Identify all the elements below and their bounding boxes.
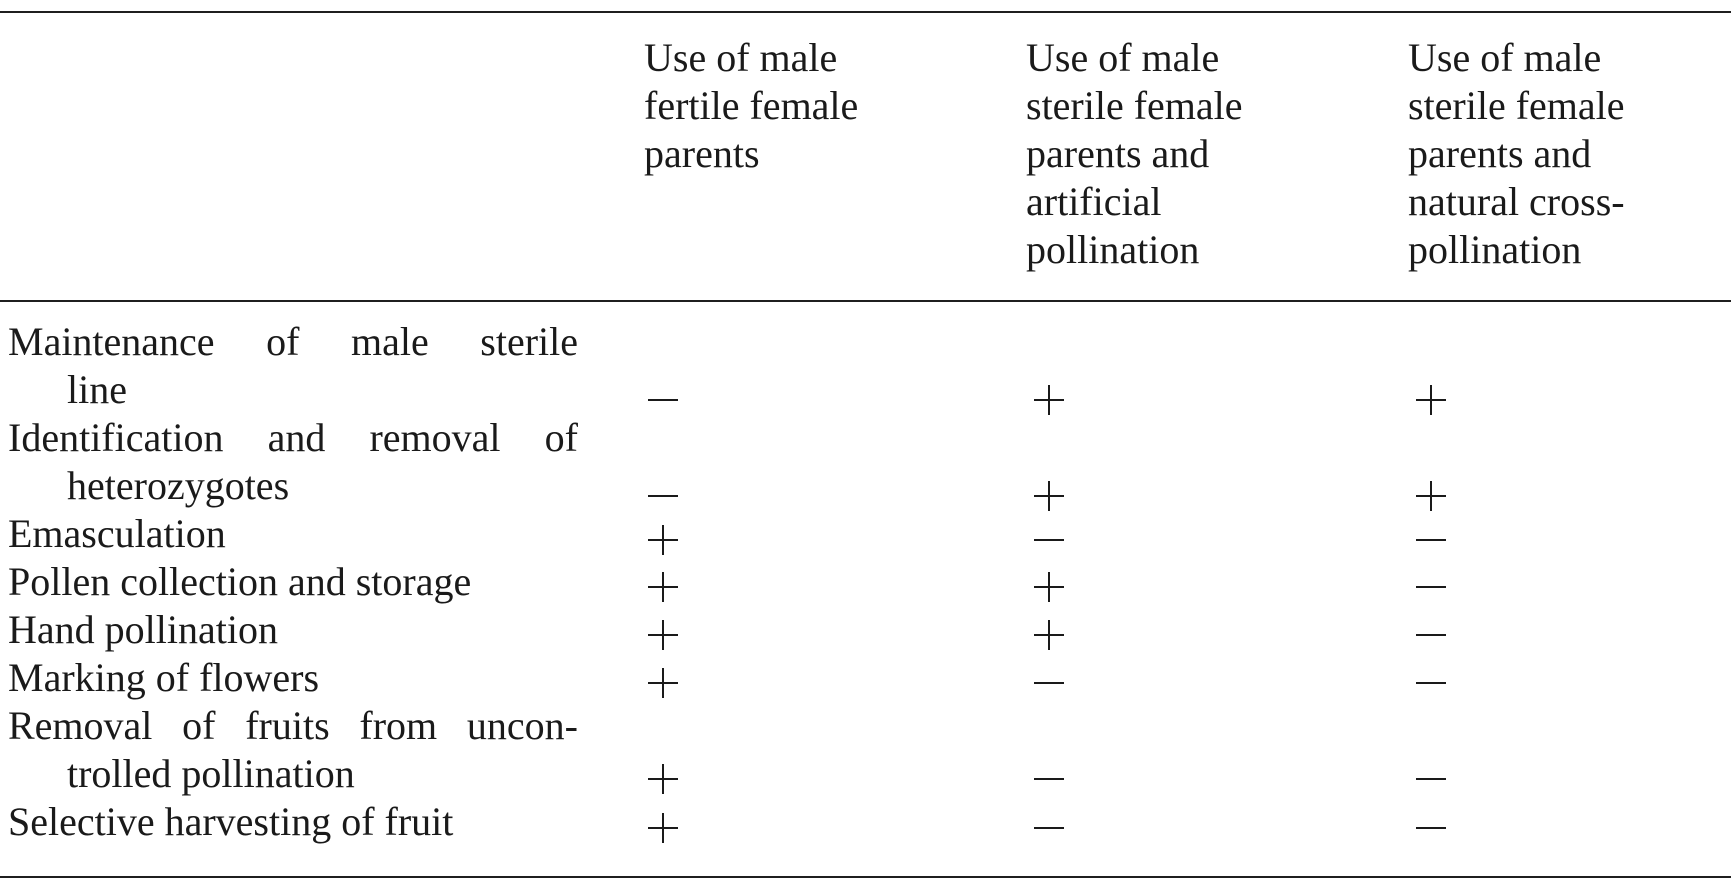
plus-mark — [1030, 567, 1070, 607]
column-header-line: sterile female — [1408, 83, 1625, 128]
row-label-line: Selective harvesting of fruit — [8, 799, 454, 844]
plus-mark — [1412, 476, 1452, 516]
column-header-line: natural cross- — [1408, 179, 1625, 224]
row-label-line: Emasculation — [8, 511, 226, 556]
row-label-line: Pollen collection and storage — [8, 559, 472, 604]
plus-mark — [644, 615, 684, 655]
row-label-pollen-collection: Pollen collection and storage — [8, 558, 471, 606]
plus-mark — [644, 759, 684, 799]
column-header-line: fertile female — [644, 83, 859, 128]
row-label-identification: Identification and removal of heterozygo… — [8, 414, 578, 510]
row-label-removal-of-fruits: Removal of fruits from uncon- trolled po… — [8, 702, 578, 798]
plus-mark — [1030, 615, 1070, 655]
column-header-line: parents and — [1408, 131, 1592, 176]
minus-mark — [1030, 663, 1070, 703]
row-label-hand-pollination: Hand pollination — [8, 606, 278, 654]
row-label-line: line — [67, 367, 127, 412]
table-header-rule — [0, 300, 1731, 302]
minus-mark — [1412, 520, 1452, 560]
plus-mark — [644, 808, 684, 848]
plus-mark — [644, 663, 684, 703]
minus-mark — [644, 380, 684, 420]
row-label-selective-harvesting: Selective harvesting of fruit — [8, 798, 453, 846]
minus-mark — [1030, 808, 1070, 848]
column-header-line: Use of male — [1026, 35, 1220, 80]
column-header-line: pollination — [1408, 227, 1582, 272]
column-header-line: Use of male — [644, 35, 838, 80]
column-header-line: parents and — [1026, 131, 1210, 176]
plus-mark — [1412, 380, 1452, 420]
column-header-line: sterile female — [1026, 83, 1243, 128]
plus-mark — [1030, 476, 1070, 516]
row-label-line: Identification and removal of — [8, 415, 578, 460]
minus-mark — [1412, 759, 1452, 799]
column-header-male-sterile-natural: Use of male sterile female parents and n… — [1408, 34, 1625, 274]
table-bottom-rule — [0, 876, 1731, 878]
column-header-line: Use of male — [1408, 35, 1602, 80]
plus-mark — [644, 520, 684, 560]
row-label-line: Hand pollination — [8, 607, 278, 652]
row-label-emasculation: Emasculation — [8, 510, 226, 558]
plus-mark — [1030, 380, 1070, 420]
plus-mark — [644, 567, 684, 607]
minus-mark — [644, 476, 684, 516]
row-label-marking-flowers: Marking of flowers — [8, 654, 319, 702]
minus-mark — [1030, 520, 1070, 560]
column-header-line: parents — [644, 131, 760, 176]
row-label-line: Marking of flowers — [8, 655, 320, 700]
minus-mark — [1412, 808, 1452, 848]
row-label-line: Maintenance of male sterile — [8, 319, 578, 364]
column-header-line: artificial — [1026, 179, 1162, 224]
column-header-male-sterile-artificial: Use of male sterile female parents and a… — [1026, 34, 1243, 274]
column-header-line: pollination — [1026, 227, 1200, 272]
column-header-male-fertile: Use of male fertile female parents — [644, 34, 858, 178]
row-label-line: heterozygotes — [67, 463, 290, 508]
minus-mark — [1030, 759, 1070, 799]
row-label-line: trolled pollination — [67, 751, 355, 796]
table-top-rule — [0, 11, 1731, 13]
minus-mark — [1412, 615, 1452, 655]
minus-mark — [1412, 663, 1452, 703]
row-label-maintenance: Maintenance of male sterile line — [8, 318, 578, 414]
minus-mark — [1412, 567, 1452, 607]
row-label-line: Removal of fruits from uncon- — [8, 703, 578, 748]
